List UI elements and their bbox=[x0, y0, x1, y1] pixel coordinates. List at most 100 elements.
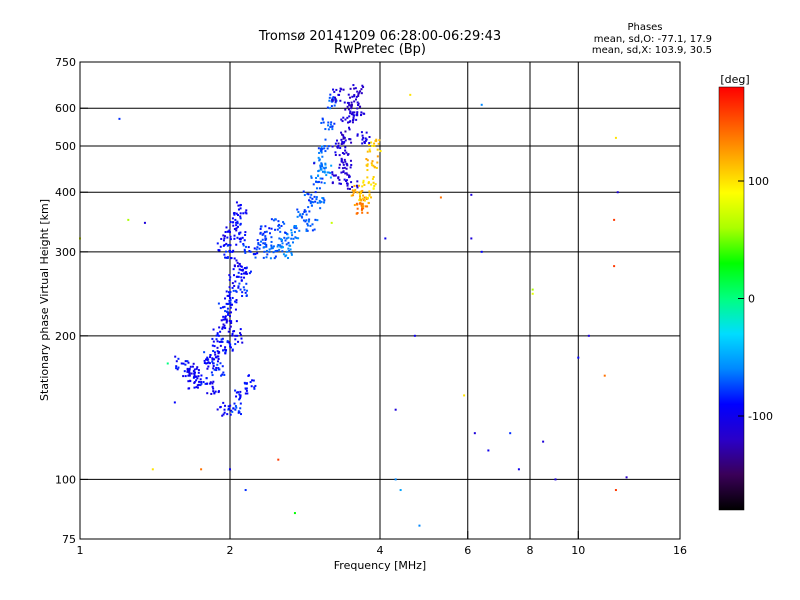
y-tick-label: 400 bbox=[55, 186, 76, 199]
data-point bbox=[480, 103, 483, 106]
data-point-echo bbox=[348, 115, 351, 118]
data-point-echo bbox=[229, 404, 232, 407]
data-point-echo bbox=[320, 121, 323, 124]
data-point bbox=[323, 144, 326, 147]
data-point-echo bbox=[374, 139, 377, 142]
data-point-echo bbox=[203, 359, 206, 362]
data-point-echo bbox=[226, 257, 229, 260]
data-point-echo bbox=[349, 112, 352, 115]
data-point bbox=[587, 334, 590, 337]
data-point-echo bbox=[368, 193, 371, 196]
data-point bbox=[362, 207, 365, 210]
data-point-echo bbox=[229, 413, 232, 416]
data-point-echo bbox=[195, 386, 198, 389]
data-point-echo bbox=[281, 250, 284, 253]
data-point-echo bbox=[213, 358, 216, 361]
data-point-echo bbox=[238, 232, 241, 235]
data-point-echo bbox=[376, 148, 379, 151]
data-point-echo bbox=[327, 124, 330, 127]
data-point-echo bbox=[212, 364, 215, 367]
data-point-echo bbox=[223, 235, 226, 238]
data-point bbox=[259, 244, 262, 247]
data-point-echo bbox=[243, 239, 246, 242]
data-point-echo bbox=[210, 392, 213, 395]
data-point-echo bbox=[353, 95, 356, 98]
data-point-echo bbox=[227, 405, 230, 408]
data-point-echo bbox=[290, 237, 293, 240]
data-point-echo bbox=[184, 360, 187, 363]
data-point-echo bbox=[341, 151, 344, 154]
data-point-echo bbox=[175, 365, 178, 368]
data-point bbox=[362, 136, 365, 139]
y-axis-label: Stationary phase Virtual Height [km] bbox=[38, 199, 51, 401]
data-point-echo bbox=[362, 86, 365, 89]
data-point-echo bbox=[235, 201, 238, 204]
data-point bbox=[439, 196, 442, 199]
data-point-echo bbox=[311, 223, 314, 226]
data-point-echo bbox=[337, 177, 340, 180]
data-point bbox=[394, 478, 397, 481]
data-point-echo bbox=[356, 101, 359, 104]
data-point-echo bbox=[287, 241, 290, 244]
data-point-echo bbox=[240, 269, 243, 272]
data-point-echo bbox=[237, 340, 240, 343]
data-point-echo bbox=[319, 207, 322, 210]
data-point-echo bbox=[193, 386, 196, 389]
data-point-echo bbox=[269, 257, 272, 260]
data-point-echo bbox=[360, 92, 363, 95]
data-point-echo bbox=[322, 197, 325, 200]
data-point bbox=[234, 280, 237, 283]
data-point-echo bbox=[282, 253, 285, 256]
data-point-echo bbox=[223, 373, 226, 376]
y-tick-label: 200 bbox=[55, 330, 76, 343]
data-point-echo bbox=[224, 315, 227, 318]
data-point-echo bbox=[344, 160, 347, 163]
data-point-echo bbox=[306, 192, 309, 195]
data-point-echo bbox=[235, 243, 238, 246]
data-point-echo bbox=[237, 285, 240, 288]
data-point-echo bbox=[325, 174, 328, 177]
data-point-echo bbox=[322, 121, 325, 124]
data-point-echo bbox=[222, 315, 225, 318]
data-point bbox=[320, 162, 323, 165]
legend-line-o: mean, sd,O: -77.1, 17.9 bbox=[594, 34, 712, 45]
data-point-echo bbox=[297, 237, 300, 240]
data-point-echo bbox=[343, 158, 346, 161]
data-point bbox=[554, 478, 557, 481]
data-point-echo bbox=[225, 226, 228, 229]
data-point-echo bbox=[333, 122, 336, 125]
data-point-echo bbox=[317, 174, 320, 177]
data-point-echo bbox=[262, 256, 265, 259]
data-point-echo bbox=[296, 208, 299, 211]
data-point-echo bbox=[339, 90, 342, 93]
data-point-echo bbox=[338, 166, 341, 169]
data-point-echo bbox=[195, 367, 198, 370]
data-point-echo bbox=[289, 244, 292, 247]
data-point-echo bbox=[363, 141, 366, 144]
data-point bbox=[616, 191, 619, 194]
data-point-echo bbox=[225, 349, 228, 352]
data-point-echo bbox=[348, 103, 351, 106]
data-point-echo bbox=[349, 166, 352, 169]
data-point-echo bbox=[215, 334, 218, 337]
data-point-echo bbox=[360, 131, 363, 134]
data-point-echo bbox=[293, 226, 296, 229]
data-point-echo bbox=[300, 215, 303, 218]
data-point bbox=[309, 224, 312, 227]
data-point-echo bbox=[347, 108, 350, 111]
data-point-echo bbox=[307, 206, 310, 209]
data-point-echo bbox=[324, 128, 327, 131]
data-point-echo bbox=[343, 141, 346, 144]
data-point-echo bbox=[268, 248, 271, 251]
data-point-echo bbox=[339, 147, 342, 150]
data-point-echo bbox=[280, 239, 283, 242]
data-point-echo bbox=[304, 220, 307, 223]
data-point-echo bbox=[321, 117, 324, 120]
data-point bbox=[413, 334, 416, 337]
data-point-echo bbox=[233, 402, 236, 405]
data-point-echo bbox=[342, 116, 345, 119]
data-point-echo bbox=[177, 366, 180, 369]
data-point bbox=[193, 368, 196, 371]
data-point-echo bbox=[228, 302, 231, 305]
data-point-echo bbox=[344, 149, 347, 152]
